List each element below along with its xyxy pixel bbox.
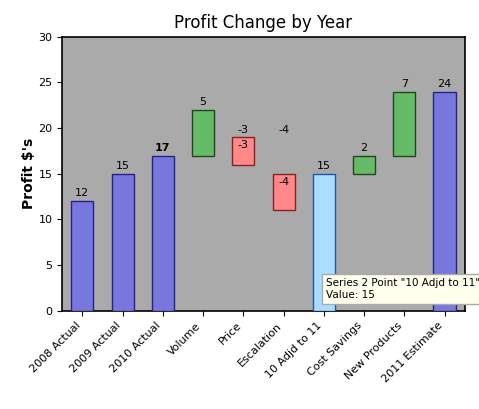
Bar (313, 174, 335, 311)
Text: 7: 7 (401, 79, 408, 89)
Bar (433, 92, 456, 311)
Bar (353, 155, 375, 174)
Text: Series 2 Point "10 Adjd to 11"
Value: 15: Series 2 Point "10 Adjd to 11" Value: 15 (326, 278, 479, 300)
Bar (273, 174, 295, 210)
Bar (393, 92, 415, 155)
Text: 15: 15 (317, 161, 331, 171)
Text: -3: -3 (238, 140, 249, 150)
Bar (152, 155, 174, 311)
Text: -4: -4 (278, 177, 289, 187)
Text: 12: 12 (75, 189, 90, 198)
Bar (192, 110, 214, 155)
Bar (71, 201, 93, 311)
Text: 5: 5 (200, 97, 206, 107)
Text: 17: 17 (155, 143, 171, 153)
Bar (232, 137, 254, 165)
Text: -3: -3 (238, 126, 249, 135)
Text: -4: -4 (278, 126, 289, 135)
Bar (112, 174, 134, 311)
Text: 2: 2 (361, 143, 367, 153)
Text: 24: 24 (437, 79, 452, 89)
Text: 15: 15 (115, 161, 130, 171)
Title: Profit Change by Year: Profit Change by Year (174, 14, 353, 32)
Y-axis label: Profit $'s: Profit $'s (22, 138, 35, 209)
